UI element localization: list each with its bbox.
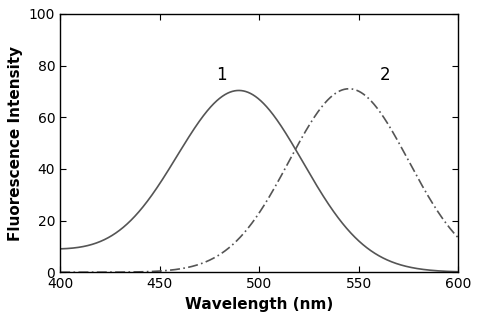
X-axis label: Wavelength (nm): Wavelength (nm): [185, 297, 334, 312]
Text: 1: 1: [216, 66, 227, 84]
Y-axis label: Fluorescence Intensity: Fluorescence Intensity: [8, 45, 24, 241]
Text: 2: 2: [380, 66, 390, 84]
